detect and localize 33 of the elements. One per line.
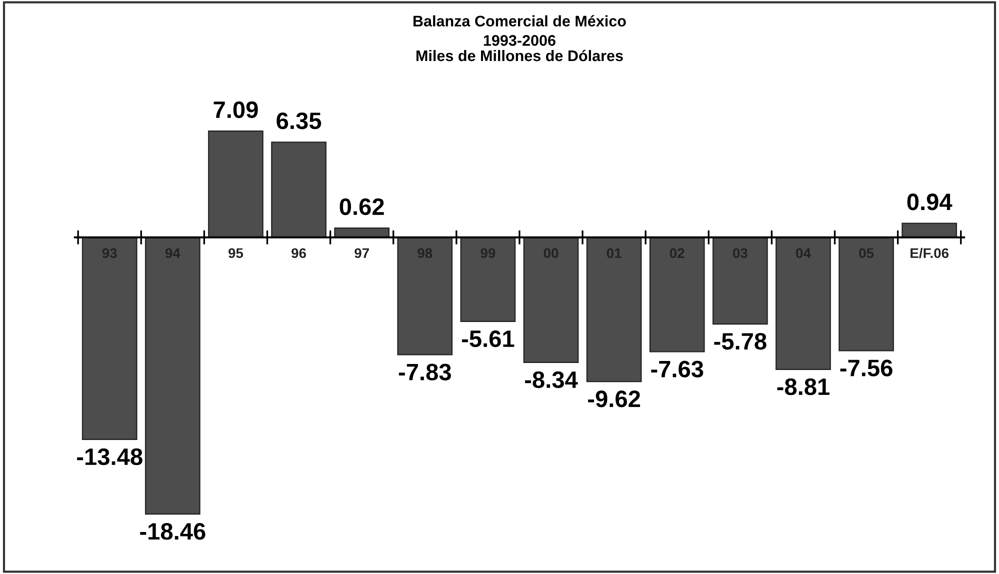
data-label: 0.94 [907,194,952,210]
x-tick-label: 97 [354,248,369,258]
bar [144,236,200,515]
data-label: -7.83 [398,364,451,380]
data-label: -8.81 [777,378,830,396]
bar [82,236,138,440]
data-label: -7.56 [840,360,892,376]
data-label: -5.61 [462,330,514,348]
data-label: -7.63 [651,360,704,378]
x-tick-label: 95 [228,248,244,258]
data-label: 6.35 [276,112,322,130]
data-label: -8.34 [525,371,578,388]
bar [523,236,579,363]
x-tick-label: E/F.06 [910,248,949,258]
bar [397,236,453,356]
chart-subtitle: 1993-2006 Miles de Millones de Dólares [416,35,623,62]
data-label: -18.46 [140,523,206,540]
bar [271,142,326,238]
data-label: -5.78 [714,332,766,350]
bar [460,236,516,322]
data-label: 0.62 [340,198,384,216]
x-tick-label: 96 [292,248,306,258]
bar [208,130,264,238]
data-label: -9.62 [588,390,640,408]
bar [586,236,642,382]
chart-title: Balanza Comercial de México [414,15,626,27]
bar [712,236,768,325]
bar [776,236,831,370]
bar [649,236,705,352]
data-label: -13.48 [77,448,142,466]
data-label: 7.09 [214,101,258,118]
bar [902,222,958,238]
bar [838,236,894,352]
